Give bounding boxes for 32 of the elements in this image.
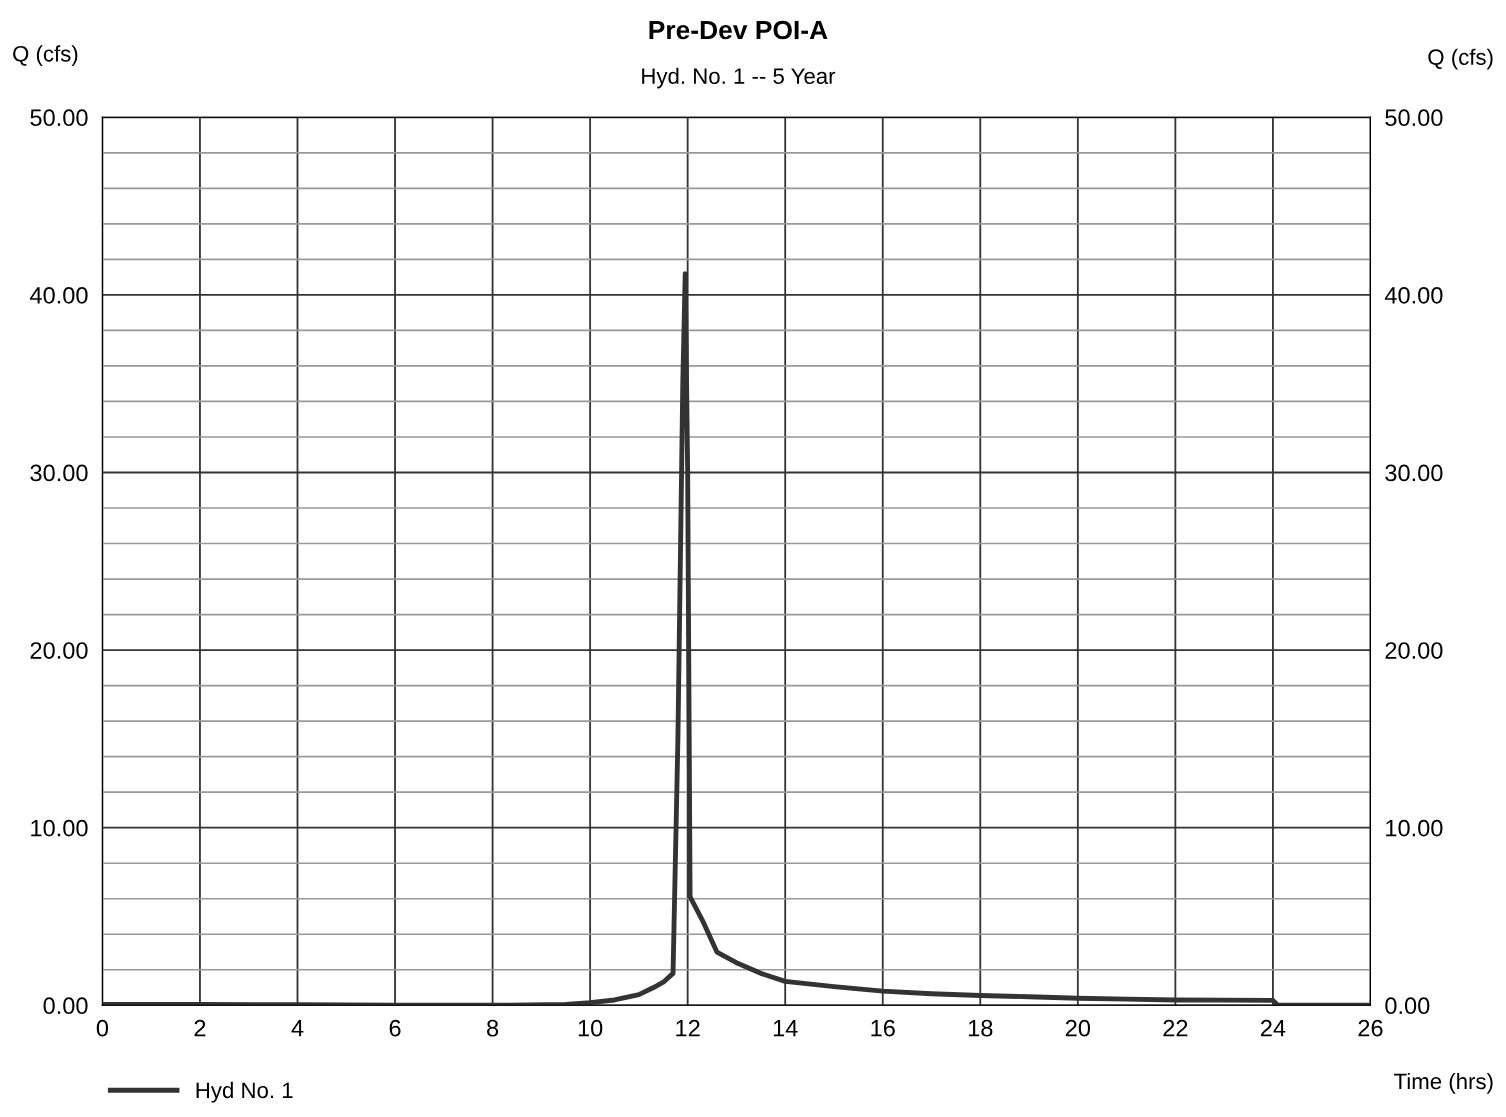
x-tick-label: 22 xyxy=(1163,1019,1188,1037)
y2-tick-label: 30.00 xyxy=(1385,464,1443,482)
x-tick-label: 16 xyxy=(871,1019,895,1037)
y2-tick-label: 40.00 xyxy=(1384,286,1443,304)
x-tick-label: 26 xyxy=(1358,1019,1383,1037)
x-tick-label: 20 xyxy=(1065,1019,1091,1037)
x-tick-label: 18 xyxy=(968,1019,993,1037)
y-tick-label: 20.00 xyxy=(30,642,88,659)
x-tick-label: 10 xyxy=(578,1019,603,1037)
chart-title: Pre-Dev POI-A xyxy=(649,20,828,40)
x-tick-label: 14 xyxy=(773,1020,798,1037)
y-axis-title: Q (cfs) xyxy=(13,45,78,67)
x-tick-label: 2 xyxy=(194,1019,206,1037)
y-tick-label: 0.00 xyxy=(43,997,88,1015)
y2-axis-title: Q (cfs) xyxy=(1428,48,1493,70)
x-tick-label: 12 xyxy=(676,1019,700,1037)
y2-tick-label: 20.00 xyxy=(1385,642,1443,659)
x-tick-label: 0 xyxy=(96,1019,109,1037)
y-tick-label: 50.00 xyxy=(30,109,88,127)
x-tick-label: 8 xyxy=(487,1019,499,1037)
x-tick-label: 24 xyxy=(1260,1019,1286,1037)
y2-tick-label: 50.00 xyxy=(1385,109,1443,127)
y2-tick-label: 0.00 xyxy=(1385,997,1430,1015)
chart-subtitle: Hyd. No. 1 -- 5 Year xyxy=(642,67,836,89)
y-tick-label: 40.00 xyxy=(29,286,88,304)
legend-label: Hyd No. 1 xyxy=(196,1081,293,1103)
x-tick-label: 4 xyxy=(291,1020,304,1037)
y2-tick-label: 10.00 xyxy=(1386,819,1443,837)
x-tick-label: 6 xyxy=(389,1019,401,1037)
x-axis-title: Time (hrs) xyxy=(1394,1072,1493,1094)
y-tick-label: 10.00 xyxy=(31,819,88,837)
y-tick-label: 30.00 xyxy=(30,464,88,482)
